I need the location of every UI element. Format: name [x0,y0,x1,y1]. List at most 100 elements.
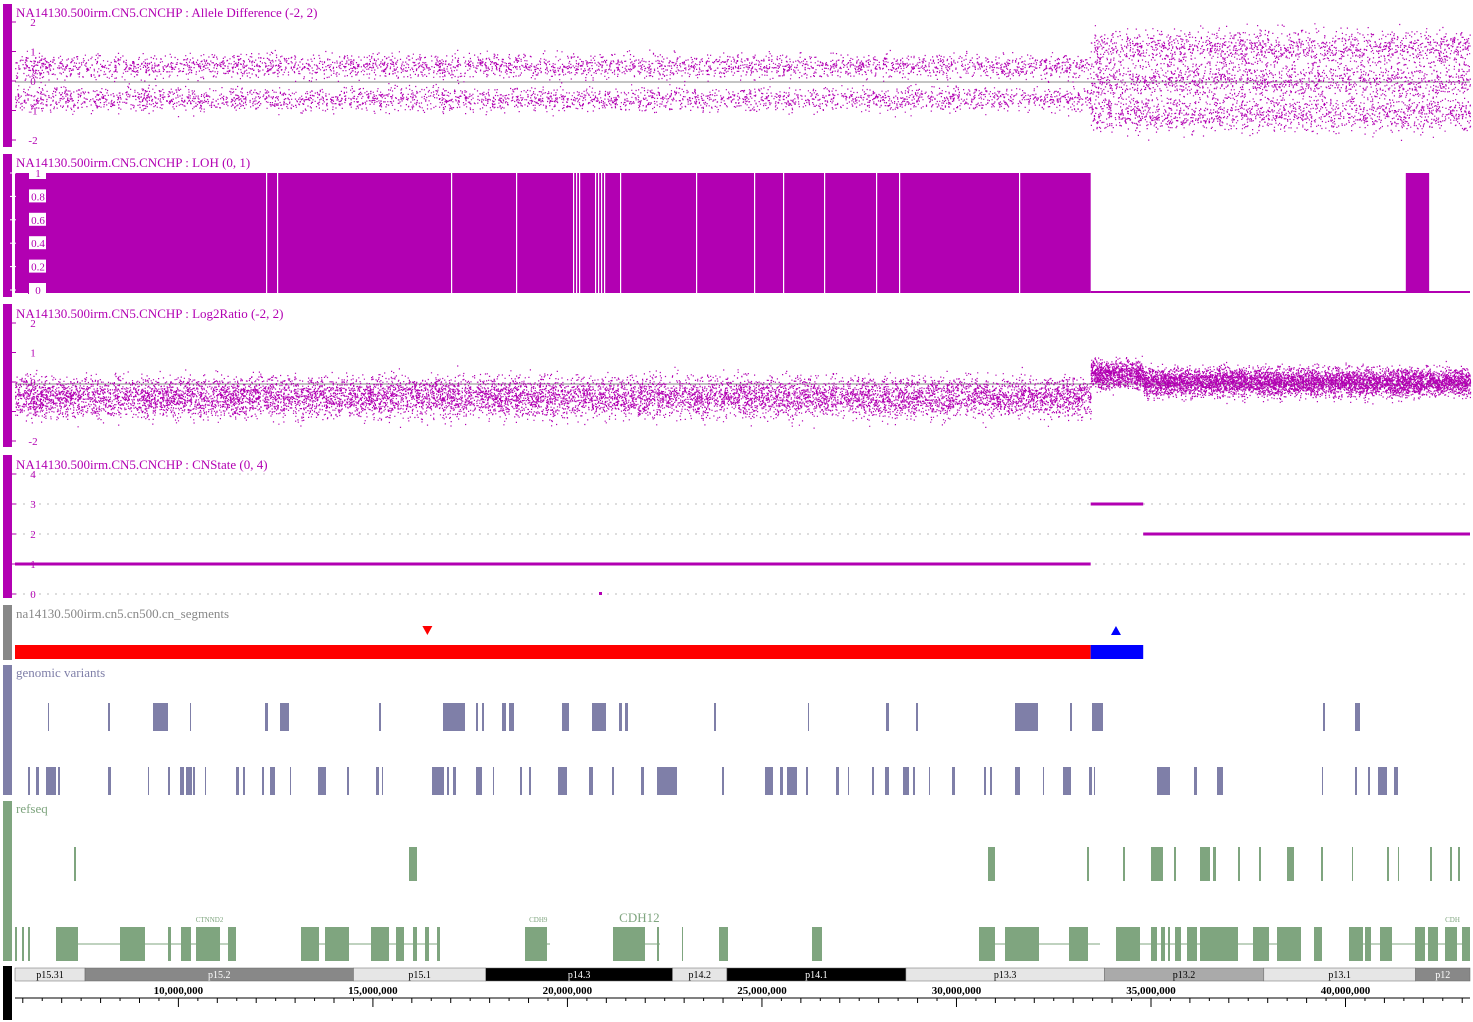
loh-gap [899,173,901,293]
genomic-variant [625,703,628,731]
axis-tick-bg [29,283,46,296]
genomic-variant [48,703,49,731]
cn-segment-bars [15,626,1144,659]
genomic-variant [186,767,192,795]
genomic-variant [347,767,349,795]
loh-gap [876,173,878,293]
refseq-gene [74,847,76,881]
genomic-variant [108,767,111,795]
ideogram-handle[interactable] [3,966,12,1020]
axis-tick-label: -2 [28,436,37,448]
axis-tick-bg [29,189,46,203]
genomic-variant [886,703,889,731]
chromosome-ideogram[interactable]: p15.31 p15.2 p15.1 p14.3 p14.2 p14.1 p13.3 p13.… [3,966,1471,1020]
genomic-variant [376,767,379,795]
axis-tick-bg [29,236,46,250]
log2ratio-title: NA14130.500irm.CN5.CNCHP : Log2Ratio (-2… [16,306,283,321]
loh-gap [696,173,698,293]
refseq-gene-label: CDH12 [619,910,659,925]
genomic-variant [447,767,449,795]
genomic-variant [1092,703,1103,731]
genomic-variant [916,703,918,731]
loh-track-handle[interactable] [3,154,12,297]
refseq-gene [1450,847,1452,881]
genomic-variant [243,767,245,795]
genomic-variant [476,703,478,731]
genomic-variant [1157,767,1169,795]
genomic-variant [558,767,567,795]
axis-tick-bg [29,259,46,273]
ruler-label: 10,000,000 [154,985,204,997]
loh-gap [1019,173,1021,293]
genomic-variant [1217,767,1223,795]
cn-segments-track-handle[interactable] [3,605,12,660]
genomic-variants-title: genomic variants [16,665,105,680]
genomic-variant [1067,767,1069,795]
genomic-variant [46,767,56,795]
allele-difference-track-handle[interactable] [3,4,12,147]
refseq-gene [1238,847,1240,881]
genomic-variant [262,767,264,795]
genomic-variant [1368,767,1370,795]
genomic-variant [193,767,195,795]
genomic-variant [913,767,915,795]
cnstate-track-handle[interactable] [3,455,12,598]
genomic-variant [265,703,268,731]
log2ratio-track-handle[interactable] [3,304,12,447]
genomic-variant [722,767,724,795]
refseq-track[interactable]: CTNND2 CDH12 CDH9 CDH refseq [3,801,1470,961]
refseq-gene [1087,847,1089,881]
refseq-gene-labels: CTNND2 CDH12 CDH9 CDH [196,910,1460,925]
genomic-variant [836,767,839,795]
genomic-variants-track[interactable]: genomic variants [3,665,1398,795]
loh-gap [783,173,785,293]
ideogram-band-label: p15.2 [208,970,231,981]
genomic-variant [493,767,494,795]
axis-tick-label: 3 [30,499,36,511]
refseq-track-handle[interactable] [3,801,12,961]
axis-tick-label: 1 [30,559,36,571]
loh-title: NA14130.500irm.CN5.CNCHP : LOH (0, 1) [16,155,250,170]
genomic-variant [765,767,771,795]
axis-tick-bg [29,166,46,179]
ruler-label: 30,000,000 [932,985,982,997]
loh-gap [754,173,756,293]
cnstate-track[interactable]: 0 1 2 3 4 NA14130.500irm.CN5.CNCHP : CNState… [3,455,1470,601]
allele-difference-track[interactable]: -2 -1 0 1 2 NA14130.500irm.CN5.CNCHP : Allel… [3,4,1472,147]
position-ruler: 10,000,000 15,000,000 20,000,000 25,000,000… [15,985,1470,1007]
loh-gap [266,173,268,293]
axis-tick-label: 0 [30,377,36,389]
axis-tick-label: 1 [35,168,41,180]
genomic-variant [1378,767,1387,795]
genomic-variant [453,767,456,795]
cn-segments-track[interactable]: na14130.500irm.cn5.cn500.cn_segments [3,605,1144,660]
refseq-gene [1321,847,1323,881]
loh-track[interactable]: 0 0.2 0.4 0.6 0.8 1 NA14130.500irm.CN5.CNCHP … [3,154,1470,297]
genomic-variant [1168,767,1170,795]
genomic-variant [990,767,992,795]
refseq-gene [812,927,822,961]
genomic-variant [619,703,622,731]
genomic-variant [290,767,291,795]
genomic-variant [1194,767,1197,795]
log2ratio-dots [15,355,1472,429]
loh-gap [573,173,575,293]
genomic-variant [592,703,606,731]
refseq-gene [409,847,417,881]
log2ratio-points [15,355,1472,429]
cn-segments-title: na14130.500irm.cn5.cn500.cn_segments [16,606,229,621]
axis-tick-label: 0.8 [31,191,45,203]
genomic-variant [1394,767,1398,795]
ideogram-band-label: p12 [1435,970,1450,981]
genomic-variant [562,703,569,731]
log2ratio-axis: -2 -1 0 1 2 [10,318,38,448]
loh-gap [576,173,578,293]
loh-bars [15,173,1470,294]
log2ratio-track[interactable]: -2 -1 0 1 2 NA14130.500irm.CN5.CNCHP : Log2R… [3,304,1472,448]
ruler-label: 40,000,000 [1321,985,1371,997]
loh-gap [598,173,600,293]
refseq-gene-label: CTNND2 [196,916,224,924]
genomic-variants-track-handle[interactable] [3,665,12,795]
refseq-gene [1352,847,1353,881]
